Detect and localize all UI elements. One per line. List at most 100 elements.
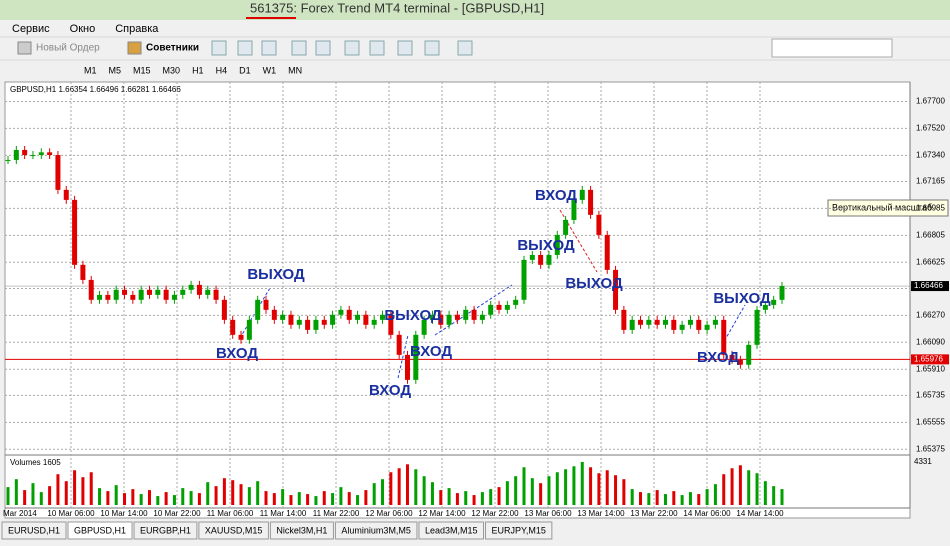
- candle: [421, 319, 427, 335]
- tab[interactable]: Nickel3M,H1: [269, 521, 334, 540]
- volume-bar: [306, 494, 310, 505]
- volume-bar: [247, 487, 251, 505]
- tab[interactable]: GBPUSD,H1: [67, 521, 133, 540]
- timeframe-button[interactable]: M5: [109, 65, 122, 75]
- toolbar-icon[interactable]: [369, 40, 385, 56]
- toolbar-icon[interactable]: [344, 40, 360, 56]
- candle: [346, 309, 352, 320]
- toolbar-icon[interactable]: [397, 40, 413, 56]
- toolbar-icon[interactable]: [291, 40, 307, 56]
- candle: [305, 319, 311, 330]
- volume-bar: [314, 496, 318, 505]
- candle: [221, 299, 227, 320]
- tab[interactable]: Aluminium3M,M5: [334, 521, 418, 540]
- volume-bar: [339, 487, 343, 505]
- candle: [171, 294, 177, 300]
- search-box[interactable]: [771, 38, 893, 58]
- volume-bar: [206, 482, 210, 505]
- candle: [504, 304, 510, 310]
- menu-item[interactable]: Справка: [115, 23, 159, 35]
- volume-bar: [539, 483, 543, 505]
- candle: [746, 344, 752, 365]
- volume-bar: [389, 472, 393, 505]
- volume-bar: [181, 488, 185, 505]
- candle: [696, 319, 702, 330]
- annotation: ВХОД: [216, 345, 258, 362]
- candle: [72, 199, 78, 265]
- time-tick-label: 12 Mar 14:00: [418, 509, 466, 518]
- candle: [355, 314, 361, 320]
- chart-header: GBPUSD,H1 1.66354 1.66496 1.66281 1.6646…: [10, 85, 181, 94]
- timeframe-button[interactable]: MN: [288, 65, 302, 75]
- candle: [238, 334, 244, 340]
- volume-bar: [464, 491, 468, 505]
- toolbar-icon[interactable]: [237, 40, 253, 56]
- volume-bar: [472, 495, 476, 505]
- time-tick-label: 11 Mar 14:00: [260, 509, 307, 518]
- tab[interactable]: EURGBP,H1: [133, 521, 198, 540]
- candle: [413, 334, 419, 380]
- timeframe-button[interactable]: M15: [133, 65, 151, 75]
- volume-bar: [123, 493, 127, 505]
- tab[interactable]: EURJPY,M15: [485, 521, 553, 540]
- volume-bar: [622, 479, 626, 505]
- window-title: 561375: Forex Trend MT4 terminal - [GBPU…: [250, 0, 544, 15]
- menu-item[interactable]: Окно: [70, 23, 96, 35]
- timeframe-button[interactable]: M1: [84, 65, 97, 75]
- tab-bg: [67, 521, 133, 540]
- toolbar-icon[interactable]: [424, 40, 440, 56]
- volume-bar: [381, 479, 385, 505]
- candle: [488, 304, 494, 315]
- candle: [687, 319, 693, 325]
- candle: [30, 155, 36, 157]
- tab[interactable]: Lead3M,M15: [418, 521, 484, 540]
- price-tick-label: 1.66090: [916, 337, 945, 346]
- candle: [737, 359, 743, 365]
- title-bar: [0, 0, 950, 20]
- candle: [155, 289, 161, 295]
- timeframe-button[interactable]: D1: [239, 65, 251, 75]
- volume-bar: [772, 486, 776, 505]
- tooltip-text: Вертикальный масштаб: [832, 202, 932, 212]
- volume-bar: [414, 469, 418, 505]
- tab[interactable]: XAUUSD,M15: [198, 521, 269, 540]
- toolbar-icon[interactable]: [261, 40, 277, 56]
- toolbar-icon[interactable]: [457, 40, 473, 56]
- tab-label: Lead3M,M15: [425, 525, 478, 535]
- toolbar-button[interactable]: Советники: [146, 43, 199, 54]
- volume-bar: [663, 494, 667, 505]
- time-tick-label: 10 Mar 06:00: [47, 509, 95, 518]
- toolbar-icon[interactable]: [211, 40, 227, 56]
- volume-bar: [214, 486, 218, 505]
- volume-bar: [572, 466, 576, 505]
- volume-bar: [14, 479, 18, 505]
- time-tick-label: 13 Mar 22:00: [630, 509, 678, 518]
- timeframe-button[interactable]: W1: [263, 65, 277, 75]
- timeframe-button[interactable]: M30: [163, 65, 181, 75]
- tab-label: Nickel3M,H1: [276, 525, 327, 535]
- volume-bar: [497, 487, 501, 505]
- toolbar-icon[interactable]: [315, 40, 331, 56]
- menu-item[interactable]: Сервис: [12, 23, 50, 35]
- price-tick-label: 1.66985: [916, 204, 945, 213]
- timeframe-button[interactable]: H1: [192, 65, 204, 75]
- price-tick-label: 1.65555: [916, 417, 945, 426]
- toolbar-icon: [17, 41, 32, 55]
- candle: [230, 319, 236, 335]
- candle: [662, 319, 668, 325]
- toolbar-button[interactable]: Новый Ордер: [36, 43, 100, 54]
- tab-bg: [269, 521, 334, 540]
- time-tick-label: 10 Mar 14:00: [100, 509, 148, 518]
- candle: [146, 289, 152, 295]
- volume-bar: [489, 489, 493, 505]
- candle: [97, 294, 103, 300]
- tab-bg: [418, 521, 484, 540]
- candle: [771, 299, 777, 305]
- candle: [596, 214, 602, 235]
- timeframe-button[interactable]: H4: [216, 65, 228, 75]
- candle: [404, 354, 410, 380]
- candle: [712, 319, 718, 325]
- tab[interactable]: EURUSD,H1: [1, 521, 67, 540]
- candle: [113, 289, 119, 300]
